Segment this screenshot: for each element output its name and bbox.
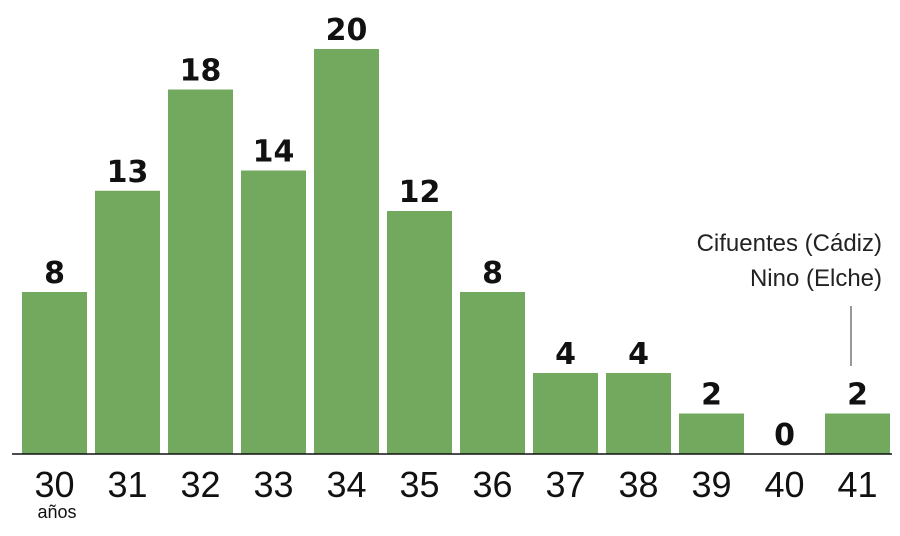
x-tick-label-33: 33 [253,464,293,505]
value-label-35: 12 [399,175,441,210]
value-label-34: 20 [326,13,368,48]
value-label-31: 13 [107,155,149,190]
x-tick-label-40: 40 [764,464,804,505]
x-tick-label-32: 32 [180,464,220,505]
value-label-32: 18 [180,54,222,89]
value-label-38: 4 [628,337,649,372]
bar-34 [314,49,379,454]
value-label-36: 8 [482,256,503,291]
bar-36 [460,292,525,454]
annotation-line-2: Nino (Elche) [750,265,882,292]
value-label-41: 2 [847,378,868,413]
value-label-33: 14 [253,135,295,170]
bar-39 [679,413,744,454]
x-tick-labels-group: 30 31 32 33 34 35 36 37 38 39 40 41 [34,464,877,505]
bar-32 [168,89,233,454]
x-tick-label-35: 35 [399,464,439,505]
bar-35 [387,211,452,454]
value-label-37: 4 [555,337,576,372]
bar-37 [533,373,598,454]
value-label-39: 2 [701,378,722,413]
x-tick-label-34: 34 [326,464,366,505]
bar-38 [606,373,671,454]
bar-33 [241,170,306,454]
x-tick-label-41: 41 [837,464,877,505]
value-label-30: 8 [44,256,65,291]
value-label-40: 0 [774,418,795,453]
bar-41 [825,413,890,454]
x-tick-label-38: 38 [618,464,658,505]
annotation-line-1: Cifuentes (Cádiz) [697,230,882,257]
x-tick-label-36: 36 [472,464,512,505]
bar-30 [22,292,87,454]
x-unit-label: años [37,502,76,522]
x-tick-label-39: 39 [691,464,731,505]
x-tick-label-31: 31 [107,464,147,505]
x-tick-label-37: 37 [545,464,585,505]
annotation: Cifuentes (Cádiz) Nino (Elche) [697,230,882,366]
x-tick-label-30: 30 [34,464,74,505]
bars-group [22,49,890,454]
bar-31 [95,190,160,454]
